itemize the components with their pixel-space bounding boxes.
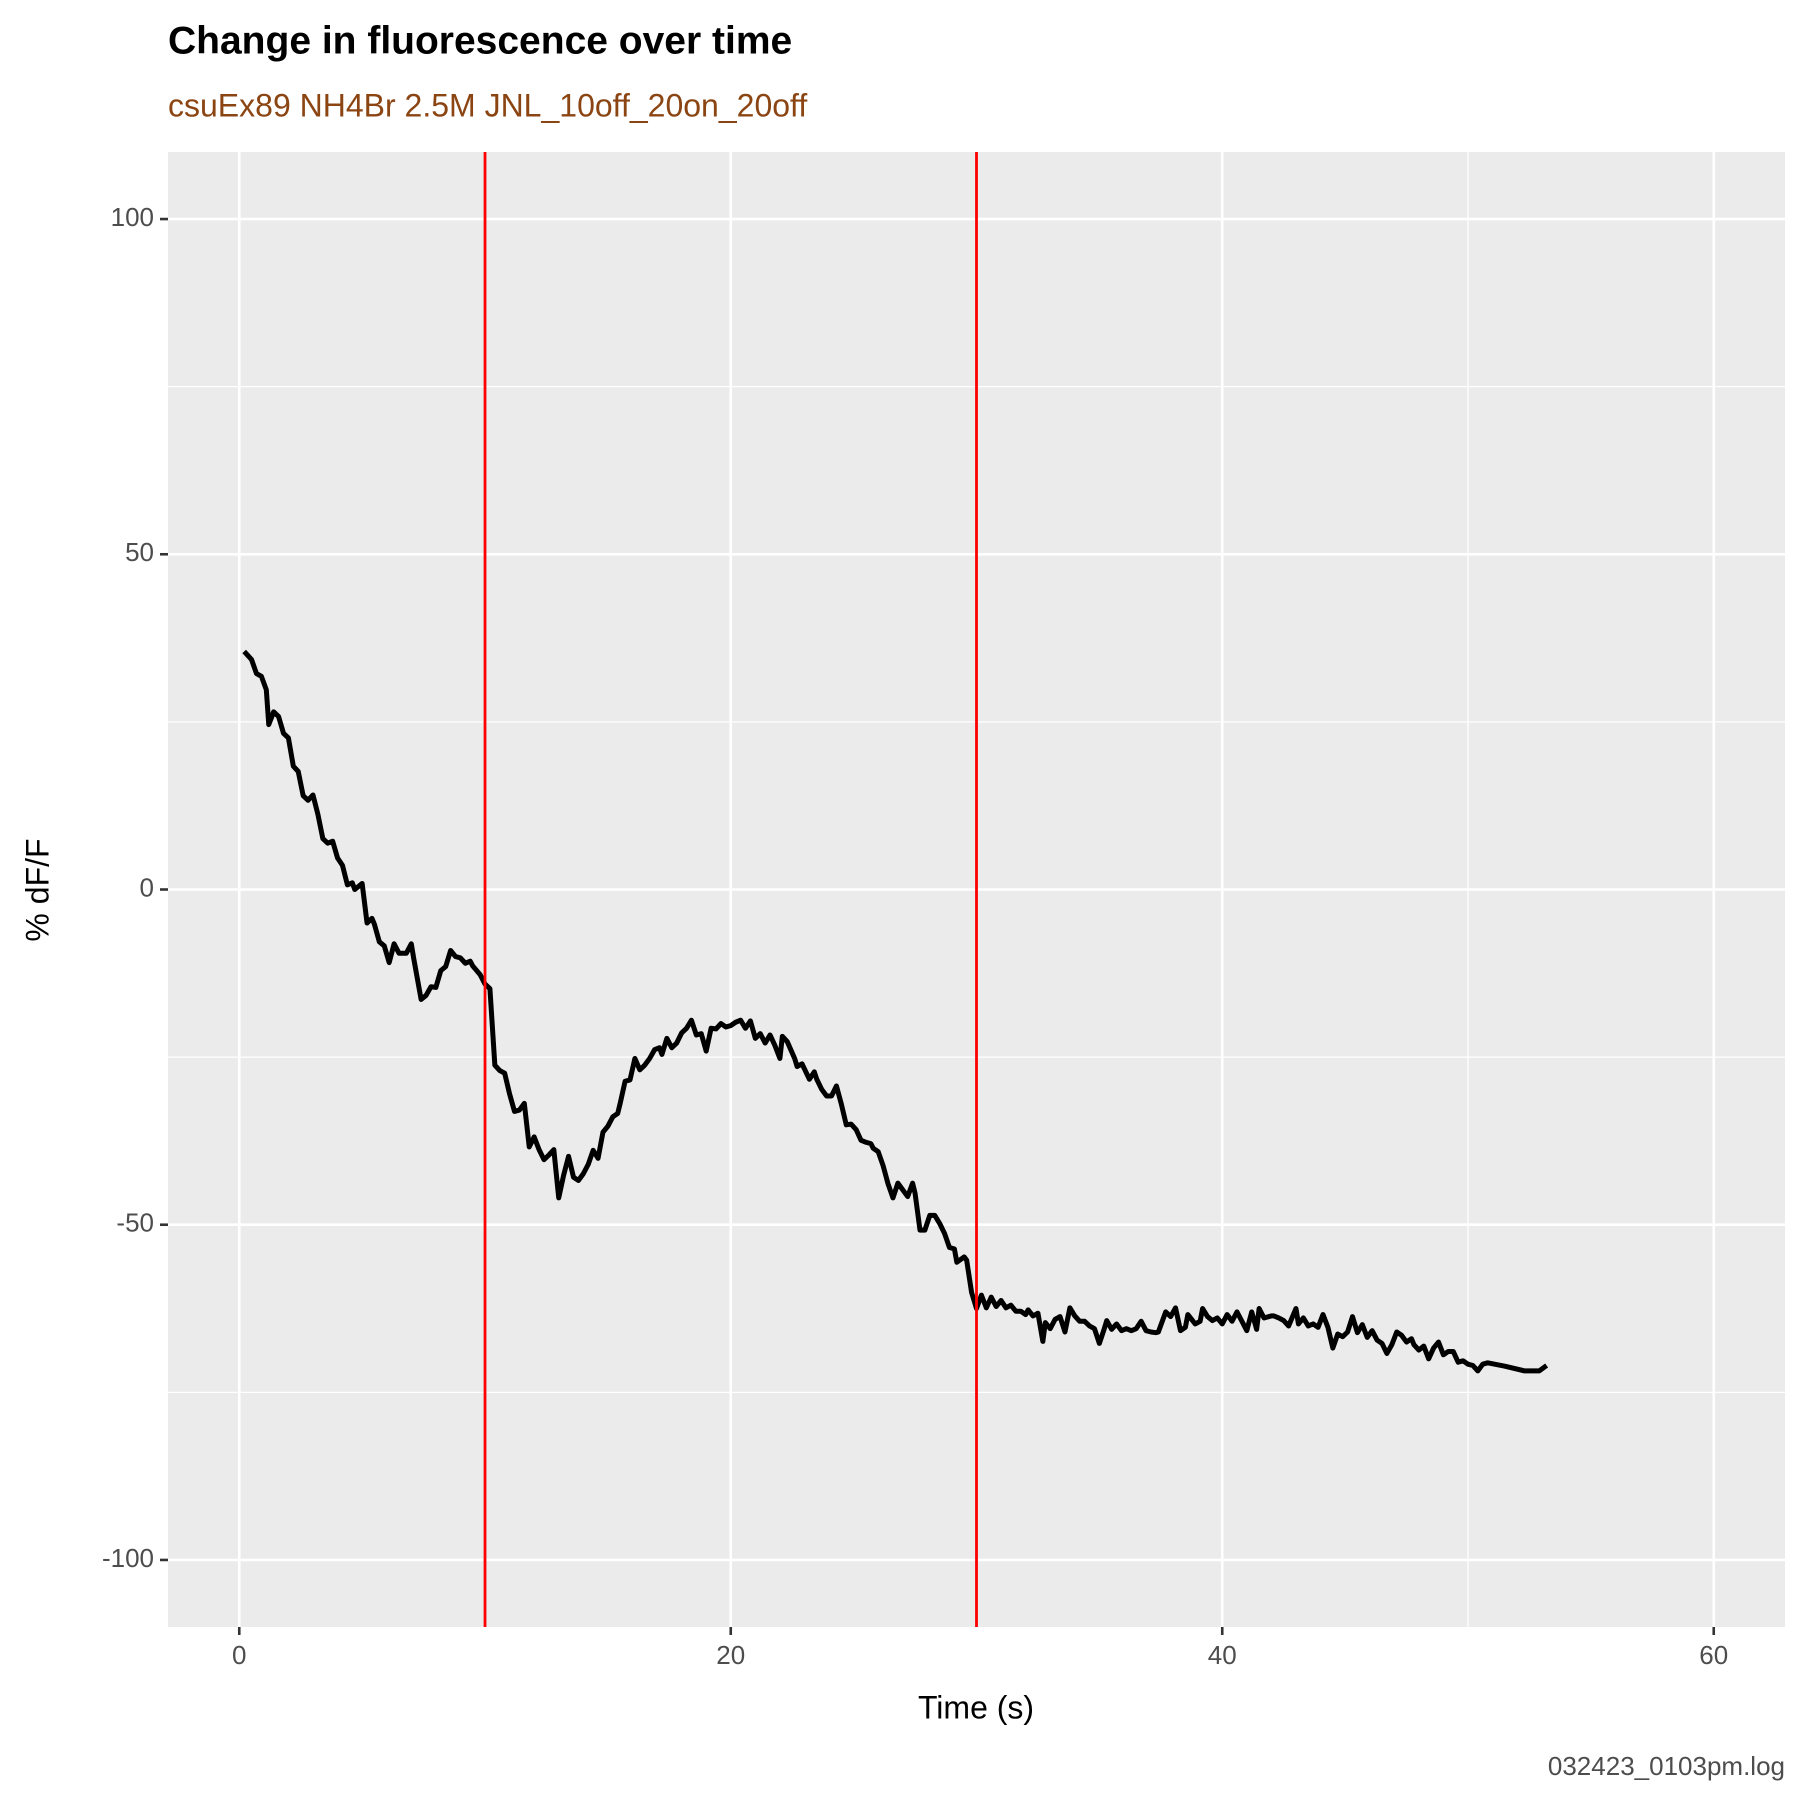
caption: 032423_0103pm.log [1548, 1751, 1785, 1781]
y-tick-label: -50 [116, 1208, 154, 1238]
y-tick-label: -100 [102, 1543, 154, 1573]
x-tick-label: 60 [1699, 1640, 1728, 1670]
plot [242, 152, 1549, 1627]
x-tick-label: 0 [232, 1640, 246, 1670]
chart-title: Change in fluorescence over time [168, 19, 792, 62]
x-tick-label: 40 [1208, 1640, 1237, 1670]
chart-subtitle: csuEx89 NH4Br 2.5M JNL_10off_20on_20off [168, 87, 807, 123]
y-tick-label: 0 [140, 872, 154, 902]
y-tick-label: 100 [111, 202, 154, 232]
x-axis-title: Time (s) [918, 1689, 1034, 1725]
y-axis-title: % dF/F [19, 838, 55, 941]
y-tick-label: 50 [125, 537, 154, 567]
x-tick-label: 20 [716, 1640, 745, 1670]
data-line [242, 649, 1549, 1374]
